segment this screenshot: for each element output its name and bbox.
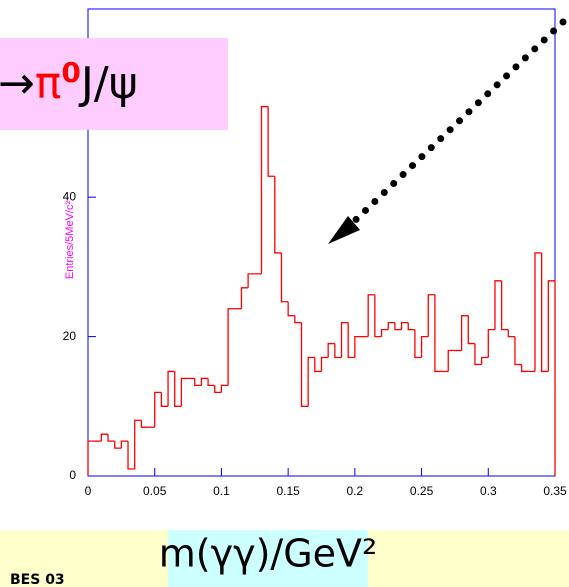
y-label: Entries/5MeV/c² bbox=[64, 201, 76, 280]
hist-bin bbox=[240, 287, 249, 309]
hist-bin bbox=[547, 280, 556, 476]
hist-bin bbox=[174, 371, 182, 407]
hist-bin bbox=[407, 322, 415, 331]
hist-bin bbox=[514, 336, 522, 366]
hist-bin bbox=[127, 441, 135, 470]
decay-box bbox=[0, 38, 228, 130]
hist-bin bbox=[427, 294, 435, 337]
x-label-box bbox=[168, 530, 368, 587]
hist-bin bbox=[394, 322, 402, 331]
hist-bin bbox=[267, 106, 275, 177]
hist-bin bbox=[500, 280, 509, 331]
arrow-head bbox=[328, 216, 360, 244]
hist-bin bbox=[387, 322, 395, 330]
hist-bin bbox=[541, 252, 549, 373]
hist-bin bbox=[494, 280, 502, 330]
hist-bin bbox=[534, 252, 542, 372]
x-tick-label: 0.15 bbox=[276, 484, 300, 498]
hist-bin bbox=[120, 440, 129, 449]
hist-bin bbox=[400, 322, 409, 330]
hist-bin bbox=[467, 315, 475, 345]
hist-bin bbox=[374, 294, 382, 338]
hist-bin bbox=[434, 294, 442, 373]
x-tick-label: 0.1 bbox=[213, 484, 230, 498]
decay-part: γ→ bbox=[0, 58, 35, 109]
x-tick-label: 0.05 bbox=[143, 484, 167, 498]
hist-bin bbox=[320, 356, 329, 372]
hist-bin bbox=[487, 328, 495, 358]
hist-bin bbox=[414, 329, 422, 359]
hist-bin bbox=[327, 342, 335, 358]
hist-bin bbox=[340, 322, 349, 358]
hist-bin bbox=[314, 357, 322, 373]
frame bbox=[87, 8, 556, 477]
arrow bbox=[341, 18, 567, 234]
hist-bin bbox=[247, 273, 255, 288]
x-tick-label: 0.2 bbox=[347, 484, 364, 498]
hist-bin bbox=[347, 322, 355, 359]
hist-bin bbox=[200, 377, 209, 386]
x-tick-label: 0.3 bbox=[480, 484, 497, 498]
decay-part: π bbox=[35, 58, 62, 109]
decay-label: γ→π0J/ψ bbox=[0, 56, 138, 109]
hist-bin bbox=[160, 392, 169, 407]
x-tick-label: 0 bbox=[85, 484, 92, 498]
hist-bin bbox=[480, 356, 489, 365]
x-tick-label: 0.25 bbox=[410, 484, 434, 498]
hist-bin bbox=[100, 433, 109, 442]
hist-bin bbox=[507, 329, 515, 338]
hist-bin bbox=[274, 176, 282, 254]
hist-bin bbox=[287, 301, 295, 317]
hist-bin bbox=[167, 370, 175, 407]
decay-part: 0 bbox=[61, 56, 80, 89]
hist-bin bbox=[307, 356, 315, 407]
x-label: m(γγ)/GeV² bbox=[159, 532, 378, 576]
hist-bin bbox=[227, 308, 235, 386]
hist-bin bbox=[474, 343, 482, 366]
hist-bin bbox=[207, 378, 215, 387]
hist-bin bbox=[294, 315, 302, 324]
hist-bin bbox=[260, 105, 269, 274]
hist-bin bbox=[380, 328, 389, 337]
y-tick-label: 40 bbox=[63, 189, 77, 203]
hist-bin bbox=[114, 441, 122, 449]
decay-part: J/ψ bbox=[78, 58, 138, 109]
hist-bin bbox=[194, 378, 202, 387]
hist-bin bbox=[367, 294, 375, 337]
y-tick-label: 0 bbox=[69, 468, 76, 482]
hist-bin bbox=[447, 349, 455, 372]
hist-bin bbox=[420, 335, 429, 358]
hist-bin bbox=[140, 420, 149, 428]
hist-bin bbox=[180, 377, 189, 407]
hist-bin bbox=[220, 384, 229, 393]
hist-bin bbox=[107, 434, 115, 442]
hist-bin bbox=[134, 419, 142, 470]
y-tick-label: 20 bbox=[63, 329, 77, 343]
hist-bin bbox=[460, 315, 469, 351]
hist-bin bbox=[87, 440, 95, 476]
hist-bin bbox=[214, 385, 222, 394]
x-tick-label: 0.35 bbox=[543, 484, 567, 498]
hist-bin bbox=[280, 252, 289, 303]
hist-bin bbox=[154, 391, 162, 428]
hist-bin bbox=[354, 335, 362, 358]
hist-bin bbox=[300, 322, 309, 407]
footer: BES 03 bbox=[10, 572, 65, 587]
hist-bin bbox=[520, 364, 529, 373]
hist-bin bbox=[334, 343, 342, 359]
